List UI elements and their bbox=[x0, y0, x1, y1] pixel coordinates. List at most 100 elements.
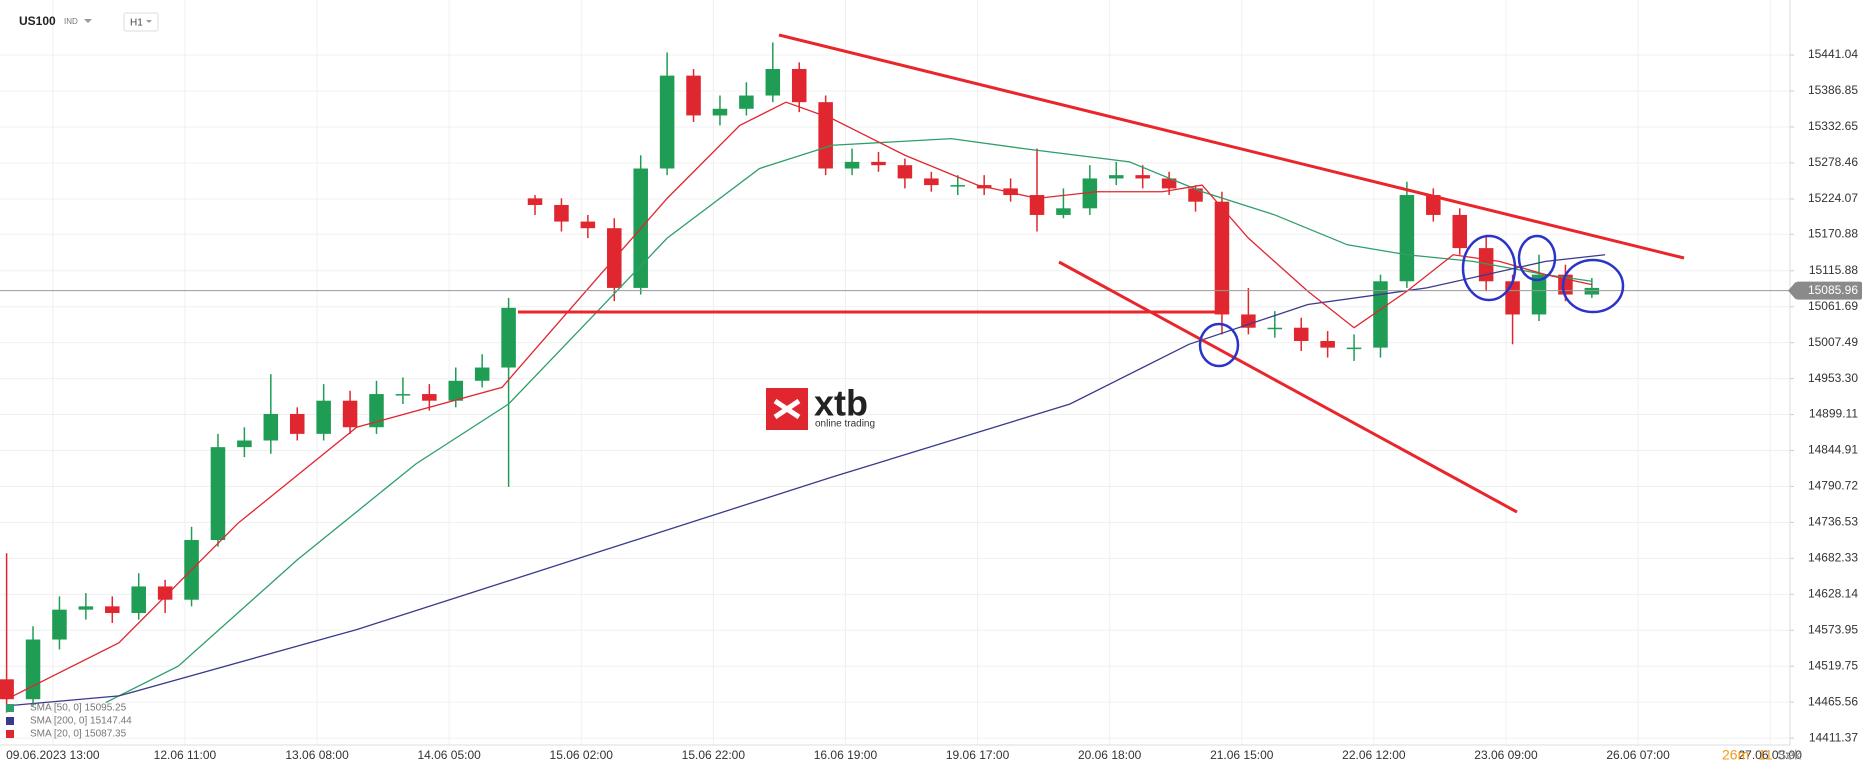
x-tick-label: 21.06 15:00 bbox=[1210, 748, 1274, 762]
candle-body bbox=[1188, 188, 1203, 202]
timer: 26m 11 Sek bbox=[1722, 747, 1802, 763]
interval[interactable]: H1 bbox=[130, 18, 143, 29]
candle-body bbox=[1161, 178, 1177, 189]
y-tick-label: 14628.14 bbox=[1808, 586, 1858, 600]
y-tick-label: 14736.53 bbox=[1808, 515, 1858, 529]
candle-body bbox=[1452, 214, 1468, 249]
highlight-circle bbox=[1198, 322, 1240, 368]
legend-label: SMA [50, 0] 15095.25 bbox=[30, 703, 127, 714]
x-tick-label: 15.06 22:00 bbox=[682, 748, 746, 762]
x-tick-label: 22.06 12:00 bbox=[1342, 748, 1406, 762]
candle-body bbox=[501, 307, 516, 368]
current-price-arrow bbox=[1788, 281, 1796, 300]
candle-body bbox=[52, 609, 67, 640]
y-tick-label: 14682.33 bbox=[1808, 551, 1858, 565]
candle-body bbox=[580, 221, 596, 229]
trend-line bbox=[778, 33, 1685, 260]
legend: SMA [50, 0] 15095.25 SMA [200, 0] 15147.4… bbox=[6, 703, 132, 740]
trend-line bbox=[1058, 260, 1518, 514]
candle-body bbox=[78, 606, 94, 610]
x-tick-label: 20.06 18:00 bbox=[1078, 748, 1142, 762]
moving-average bbox=[105, 137, 1592, 704]
x-tick-label: 16.06 19:00 bbox=[814, 748, 878, 762]
candle-body bbox=[924, 178, 939, 186]
candle-body bbox=[765, 68, 781, 96]
candle-body bbox=[1399, 195, 1415, 282]
y-tick-label: 15332.65 bbox=[1808, 119, 1858, 133]
x-tick-label: 12.06 11:00 bbox=[154, 748, 217, 762]
moving-average bbox=[6, 254, 1606, 707]
candle-body bbox=[25, 639, 41, 700]
candle-body bbox=[131, 586, 146, 613]
y-tick-label: 14790.72 bbox=[1808, 479, 1858, 493]
candle-body bbox=[1135, 175, 1150, 179]
logo-name: xtb bbox=[814, 383, 868, 424]
x-tick-label: 19.06 17:00 bbox=[946, 748, 1010, 762]
candle-body bbox=[554, 204, 569, 222]
candle-body bbox=[157, 586, 173, 600]
current-price-label: 15085.96 bbox=[1808, 283, 1858, 297]
candle-body bbox=[686, 75, 701, 116]
candle-body bbox=[342, 400, 358, 428]
candle-body bbox=[1082, 178, 1098, 209]
marks: 15085.96 bbox=[0, 42, 1862, 713]
candle-body bbox=[1056, 208, 1071, 215]
candle-body bbox=[739, 95, 754, 109]
y-tick-label: 15224.07 bbox=[1808, 191, 1858, 205]
candle-body bbox=[1214, 201, 1230, 315]
dropdown-caret[interactable] bbox=[146, 20, 152, 23]
highlight-circle bbox=[1461, 234, 1517, 302]
y-tick-label: 14899.11 bbox=[1809, 407, 1858, 421]
candle-body bbox=[844, 161, 860, 169]
y-tick-label: 14519.75 bbox=[1808, 658, 1858, 672]
y-tick-label: 15386.85 bbox=[1808, 83, 1858, 97]
drawings bbox=[518, 33, 1685, 514]
legend-swatch bbox=[6, 730, 14, 738]
legend-label: SMA [20, 0] 15087.35 bbox=[30, 729, 127, 740]
y-tick-label: 14465.56 bbox=[1808, 694, 1858, 708]
highlight-circle bbox=[1561, 258, 1625, 314]
market: IND bbox=[64, 17, 78, 26]
candle-body bbox=[1373, 281, 1388, 348]
symbol[interactable]: US100 bbox=[19, 14, 56, 28]
logo: xtb online trading bbox=[766, 383, 875, 430]
candle-body bbox=[422, 394, 437, 401]
legend-swatch bbox=[6, 704, 14, 712]
candle-body bbox=[1531, 274, 1547, 315]
candle-body bbox=[263, 413, 279, 441]
candle-body bbox=[369, 394, 384, 428]
candle-body bbox=[1109, 175, 1124, 179]
logo-icon bbox=[773, 398, 801, 420]
y-tick-label: 14953.30 bbox=[1808, 371, 1858, 385]
candle-body bbox=[1267, 327, 1283, 330]
y-tick-label: 15007.49 bbox=[1808, 335, 1858, 349]
dropdown-caret[interactable] bbox=[84, 19, 92, 23]
candle-body bbox=[1426, 195, 1441, 215]
timer-unit: Sek bbox=[1777, 747, 1802, 763]
candle-body bbox=[474, 367, 490, 381]
candle-body bbox=[1584, 287, 1600, 295]
candle-body bbox=[1029, 195, 1045, 215]
candle-body bbox=[1505, 281, 1520, 315]
y-tick-label: 15115.88 bbox=[1809, 263, 1858, 277]
header: US100 IND H1 bbox=[19, 12, 159, 32]
x-tick-label: 15.06 02:00 bbox=[550, 748, 614, 762]
candle-body bbox=[0, 679, 14, 700]
candle-body bbox=[1293, 327, 1309, 341]
y-tick-label: 14411.37 bbox=[1809, 730, 1858, 744]
candle-body bbox=[1320, 340, 1335, 348]
y-tick-label: 14844.91 bbox=[1808, 443, 1858, 457]
interval-box[interactable] bbox=[123, 12, 159, 32]
y-tick-label: 15170.88 bbox=[1808, 226, 1858, 240]
candle-body bbox=[527, 198, 543, 205]
candle-body bbox=[950, 185, 966, 187]
timer-minutes: 26m bbox=[1722, 747, 1749, 763]
candle-body bbox=[871, 161, 886, 166]
y-tick-label: 15441.04 bbox=[1808, 47, 1858, 61]
candle-body bbox=[791, 68, 807, 103]
current-price-box bbox=[1796, 281, 1862, 300]
y-tick-label: 15061.69 bbox=[1808, 299, 1858, 313]
candle-body bbox=[1478, 248, 1494, 282]
